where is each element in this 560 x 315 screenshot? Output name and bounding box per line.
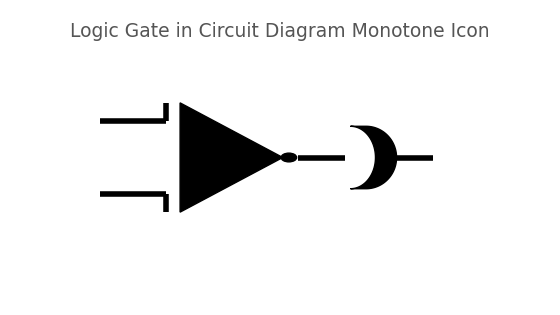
- Polygon shape: [180, 103, 283, 212]
- Circle shape: [281, 153, 297, 162]
- Text: Logic Gate in Circuit Diagram Monotone Icon: Logic Gate in Circuit Diagram Monotone I…: [70, 22, 490, 41]
- Polygon shape: [351, 126, 396, 189]
